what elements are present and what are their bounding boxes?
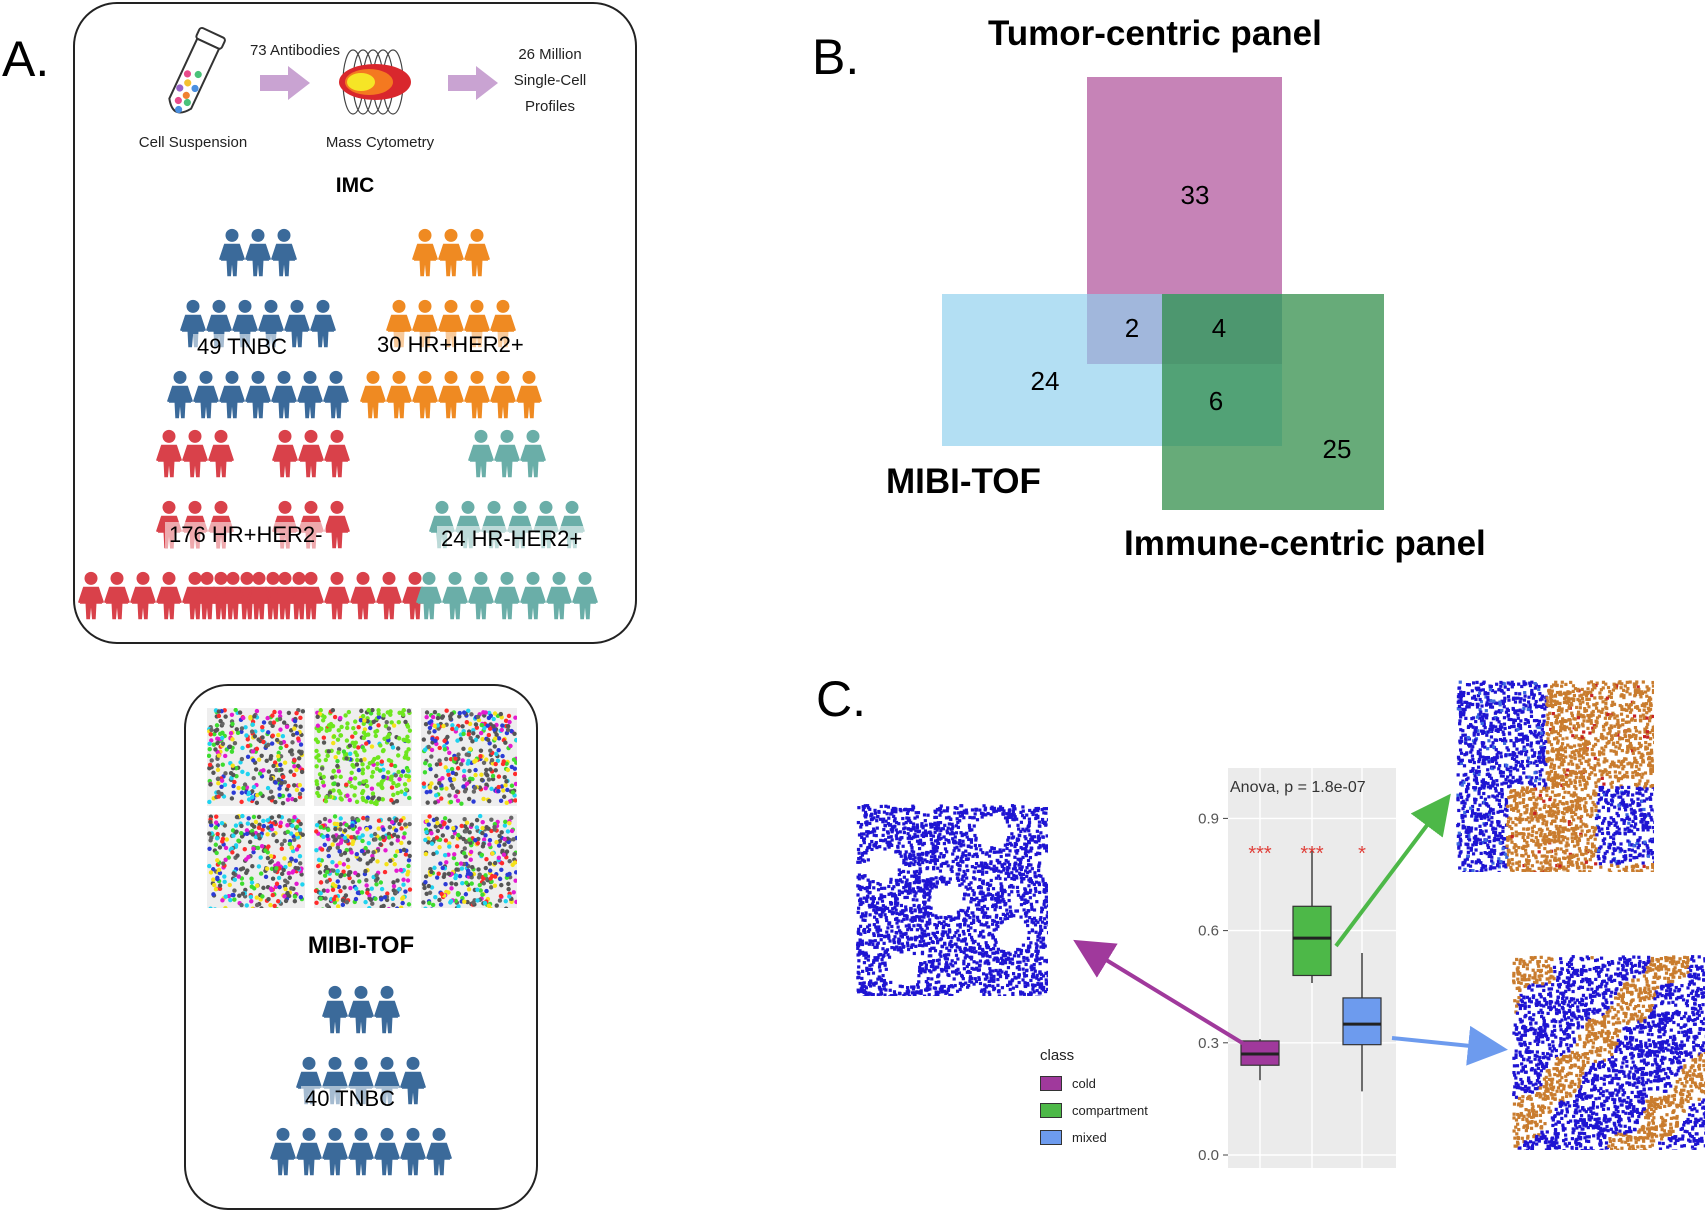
hr-neg-her2-pos-person-icon: [468, 571, 494, 620]
y-tick-label: 0.9: [1198, 810, 1219, 827]
immune-centric-label: Immune-centric panel: [1124, 524, 1486, 563]
legend-item-compartment: compartment: [1040, 1097, 1148, 1124]
count-all-three: 4: [1211, 313, 1227, 343]
spatial-map-compartment: [1456, 680, 1654, 872]
mibi-tnbc-person-icon: [374, 985, 400, 1034]
panel-b-letter: B.: [812, 29, 860, 85]
immune-centric-region: [1162, 294, 1384, 510]
workflow-arrow-2: [448, 66, 498, 100]
cohort-label-hr-pos-her2-pos: 30 HR+HER2+: [373, 332, 528, 358]
mibi-tnbc-person-icon: [400, 1127, 426, 1176]
y-tick-label: 0.6: [1198, 923, 1219, 940]
spatial-map-cold: [856, 804, 1048, 996]
y-tick-label: 0.3: [1198, 1035, 1219, 1052]
panel-a-letter: A.: [2, 31, 50, 87]
workflow-arrow-1: [260, 66, 310, 100]
cohort-label-hr-neg-her2-pos: 24 HR-HER2+: [437, 526, 587, 552]
mass-cytometer-icon: [339, 49, 411, 115]
hr-pos-her2-neg-person-icon: [376, 571, 402, 620]
hr-neg-her2-pos-person-icon: [572, 571, 598, 620]
anova-annotation: Anova, p = 1.8e-07: [1230, 779, 1366, 796]
legend-swatch: [1040, 1103, 1062, 1118]
mibi-tof-set-label: MIBI-TOF: [886, 462, 1041, 501]
mibi-tnbc-person-icon: [322, 1127, 348, 1176]
legend-swatch: [1040, 1076, 1062, 1091]
mibi-tnbc-person-icon: [348, 985, 374, 1034]
box-cold: [1240, 1039, 1280, 1081]
mibi-tof-title: MIBI-TOF: [307, 932, 415, 959]
mibi-cohort-pictogram: [270, 985, 452, 1176]
antibodies-label: 73 Antibodies: [249, 42, 341, 59]
hr-neg-her2-pos-person-icon: [494, 571, 520, 620]
cohort-label-mibi-tnbc: 40 TNBC: [301, 1086, 400, 1112]
hr-pos-her2-neg-person-icon: [78, 571, 104, 620]
count-mibi-only: 24: [1030, 366, 1060, 396]
panel-c-letter: C.: [816, 671, 866, 727]
mibi-tnbc-person-icon: [348, 1127, 374, 1176]
mibi-tnbc-person-icon: [400, 1056, 426, 1105]
cell-suspension-label: Cell Suspension: [138, 134, 248, 151]
hr-neg-her2-pos-person-icon: [442, 571, 468, 620]
count-mibi-immune: 6: [1208, 386, 1224, 416]
hr-pos-her2-neg-person-icon: [104, 571, 130, 620]
count-immune-only: 25: [1322, 434, 1352, 464]
imc-box: Cell Suspension 73 Antibodies Mass Cytom…: [73, 2, 637, 644]
cohort-label-hr-pos-her2-neg: 176 HR+HER2-: [165, 522, 327, 548]
boxplot-chart: 0.00.30.60.9 *** *** *: [1198, 768, 1396, 1168]
count-tumor-mibi: 2: [1124, 313, 1140, 343]
test-tube-icon: [168, 26, 226, 114]
legend-label: mixed: [1072, 1130, 1107, 1145]
spatial-map-mixed: [1512, 955, 1705, 1150]
hr-neg-her2-pos-person-icon: [546, 571, 572, 620]
mibi-tnbc-person-icon: [322, 985, 348, 1034]
significance-mark-mixed: *: [1358, 843, 1366, 865]
count-tumor-only: 33: [1180, 180, 1210, 210]
legend-title: class: [1040, 1047, 1075, 1064]
legend-label: cold: [1072, 1076, 1096, 1091]
mibi-image-grid: [207, 708, 517, 908]
hr-neg-her2-pos-person-icon: [520, 571, 546, 620]
legend-label: compartment: [1072, 1103, 1148, 1118]
hr-pos-her2-neg-person-icon: [324, 571, 350, 620]
box-compartment: [1292, 848, 1332, 983]
significance-mark-cold: ***: [1248, 843, 1272, 865]
mibi-tnbc-person-icon: [374, 1127, 400, 1176]
imc-title: IMC: [335, 174, 375, 197]
legend-item-mixed: mixed: [1040, 1124, 1148, 1151]
overlap-diagram: [942, 77, 1384, 510]
significance-mark-compartment: ***: [1300, 843, 1324, 865]
hr-pos-her2-neg-person-icon: [130, 571, 156, 620]
single-cell-profiles-label: 26 Million Single-Cell Profiles: [513, 46, 587, 115]
tumor-centric-label: Tumor-centric panel: [988, 14, 1322, 53]
mass-cytometry-label: Mass Cytometry: [325, 134, 435, 151]
legend: cold compartment mixed: [1040, 1070, 1148, 1151]
box-mixed: [1342, 953, 1382, 1092]
mibi-tnbc-person-icon: [296, 1127, 322, 1176]
hr-pos-her2-neg-person-icon: [156, 571, 182, 620]
cohort-label-tnbc: 49 TNBC: [193, 334, 292, 360]
mibi-tnbc-person-icon: [270, 1127, 296, 1176]
mibi-box: MIBI-TOF 40 TNBC: [184, 684, 538, 1210]
legend-swatch: [1040, 1130, 1062, 1145]
mibi-tnbc-person-icon: [426, 1127, 452, 1176]
legend-item-cold: cold: [1040, 1070, 1148, 1097]
y-tick-label: 0.0: [1198, 1147, 1219, 1164]
hr-pos-her2-neg-person-icon: [350, 571, 376, 620]
